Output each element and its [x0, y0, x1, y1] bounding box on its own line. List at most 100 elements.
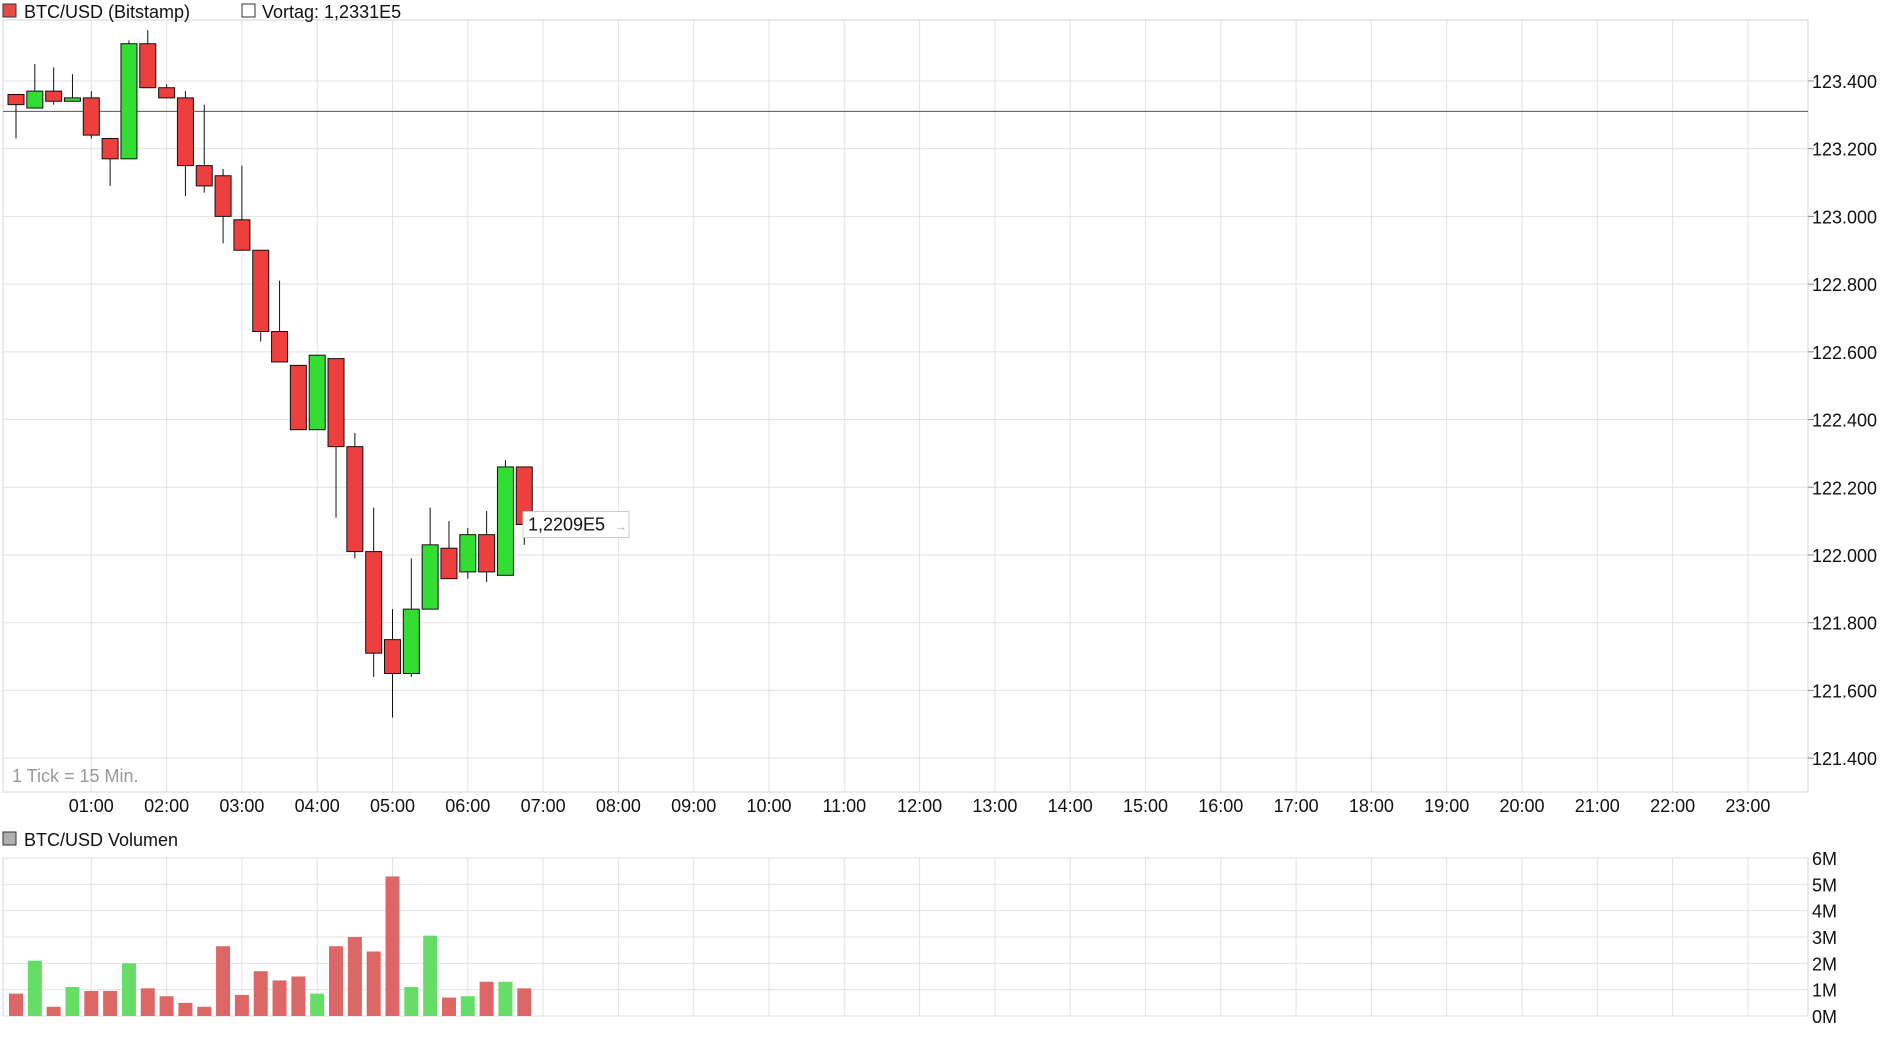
candle-body-down: [327, 358, 345, 448]
candle-body-up: [459, 534, 477, 573]
price-y-tick-label: 122.000: [1812, 546, 1877, 566]
last-price-box: [522, 511, 630, 539]
price-y-tick-label: 122.800: [1812, 275, 1877, 295]
price-x-tick-label: 08:00: [596, 796, 641, 816]
price-x-axis: 01:00 02:00 03:00 04:00 05:00 06:00 07:00 08:00…: [69, 796, 1771, 816]
volume-bar: [27, 960, 42, 1016]
price-x-tick-label: 03:00: [219, 796, 264, 816]
candle-body-down: [82, 97, 100, 136]
price-y-axis: 121.400 121.600 121.800 122.000 122.200 122.4…: [1808, 72, 1877, 769]
price-y-tick-label: 123.400: [1812, 72, 1877, 92]
price-x-tick-label: 14:00: [1048, 796, 1093, 816]
volume-bar: [272, 980, 287, 1016]
volume-bar: [498, 981, 513, 1016]
candle-body-down: [7, 93, 25, 106]
price-x-tick-label: 16:00: [1198, 796, 1243, 816]
price-x-tick-label: 17:00: [1274, 796, 1319, 816]
volume-bar: [9, 993, 23, 1016]
volume-bar: [517, 988, 532, 1016]
candle-body-down: [176, 97, 194, 167]
candle-body-down: [252, 249, 270, 333]
volume-bar: [291, 976, 306, 1016]
volume-y-tick-label: 6M: [1812, 849, 1837, 869]
volume-bar: [140, 988, 155, 1016]
volume-y-tick-label: 2M: [1812, 954, 1837, 974]
candle-body-down: [271, 331, 289, 363]
price-panel: 121.400 121.600 121.800 122.000 122.200 122.4…: [2, 2, 1877, 816]
prev-close-legend-label: Vortag: 1,2331E5: [262, 2, 401, 22]
candle-body-up: [26, 90, 44, 109]
candle-body-down: [346, 446, 364, 553]
volume-bar: [178, 1002, 193, 1016]
volume-bar: [479, 981, 494, 1016]
price-plot-frame: [2, 19, 1809, 793]
price-x-tick-label: 19:00: [1424, 796, 1469, 816]
price-y-tick-label: 121.600: [1812, 681, 1877, 701]
candle-body-up: [63, 97, 81, 102]
volume-y-axis: 0M 1M 2M 3M 4M 5M 6M: [1812, 849, 1837, 1027]
price-y-tick-label: 123.000: [1812, 207, 1877, 227]
volume-bar: [385, 876, 400, 1016]
price-y-tick-label: 121.400: [1812, 749, 1877, 769]
volume-bar: [310, 993, 325, 1016]
volume-bar: [441, 997, 456, 1016]
price-x-tick-label: 04:00: [295, 796, 340, 816]
candle-body-down: [195, 165, 213, 187]
price-x-tick-label: 15:00: [1123, 796, 1168, 816]
last-price-callout: 1,2209E5 →: [522, 511, 630, 539]
last-price-label: 1,2209E5: [528, 515, 605, 535]
volume-bar: [234, 994, 249, 1016]
series-swatch-icon[interactable]: [2, 3, 17, 18]
volume-y-tick-label: 1M: [1812, 981, 1837, 1001]
price-legend: BTC/USD (Bitstamp) Vortag: 1,2331E5: [2, 2, 401, 22]
volume-bar: [46, 1006, 61, 1016]
volume-bar: [159, 996, 174, 1016]
volume-y-tick-label: 3M: [1812, 928, 1837, 948]
candle-body-up: [402, 608, 420, 674]
candle-body-down: [384, 639, 401, 674]
candle-body-down: [233, 219, 251, 251]
price-x-tick-label: 05:00: [370, 796, 415, 816]
volume-legend-label: BTC/USD Volumen: [24, 830, 178, 850]
prev-close-checkbox-icon[interactable]: [241, 3, 256, 18]
candle-body-down: [139, 43, 157, 89]
price-y-tick-label: 123.200: [1812, 140, 1877, 160]
price-x-tick-label: 21:00: [1575, 796, 1620, 816]
candle-body-down: [365, 551, 383, 654]
candle-body-down: [45, 90, 63, 102]
candle-body-up: [496, 466, 514, 576]
price-x-tick-label: 22:00: [1650, 796, 1695, 816]
price-x-tick-label: 18:00: [1349, 796, 1394, 816]
volume-legend: BTC/USD Volumen: [2, 830, 178, 850]
price-x-tick-label: 23:00: [1725, 796, 1770, 816]
price-x-tick-label: 02:00: [144, 796, 189, 816]
price-x-tick-label: 09:00: [671, 796, 716, 816]
volume-swatch-icon[interactable]: [2, 831, 17, 846]
price-x-tick-label: 06:00: [445, 796, 490, 816]
tick-interval-note: 1 Tick = 15 Min.: [12, 766, 139, 786]
price-x-tick-label: 12:00: [897, 796, 942, 816]
volume-bar: [121, 963, 136, 1016]
volume-bar: [103, 990, 118, 1016]
last-price-arrow-icon: →: [615, 520, 627, 534]
volume-bars: [9, 876, 532, 1016]
volume-bar: [253, 971, 268, 1016]
candle-body-down: [478, 534, 496, 573]
volume-bar: [216, 946, 231, 1016]
volume-y-tick-label: 5M: [1812, 875, 1837, 895]
price-x-tick-label: 10:00: [746, 796, 791, 816]
candle-body-down: [214, 175, 232, 217]
volume-bar: [84, 990, 99, 1016]
price-y-tick-label: 122.400: [1812, 411, 1877, 431]
price-y-tick-label: 121.800: [1812, 614, 1877, 634]
candle-body-down: [440, 547, 458, 580]
volume-bar: [65, 987, 80, 1016]
series-legend-label: BTC/USD (Bitstamp): [24, 2, 190, 22]
volume-bar: [329, 946, 344, 1016]
volume-bar: [404, 987, 419, 1016]
price-y-tick-label: 122.600: [1812, 343, 1877, 363]
volume-bar: [366, 951, 381, 1016]
candlestick-series: [7, 30, 533, 718]
